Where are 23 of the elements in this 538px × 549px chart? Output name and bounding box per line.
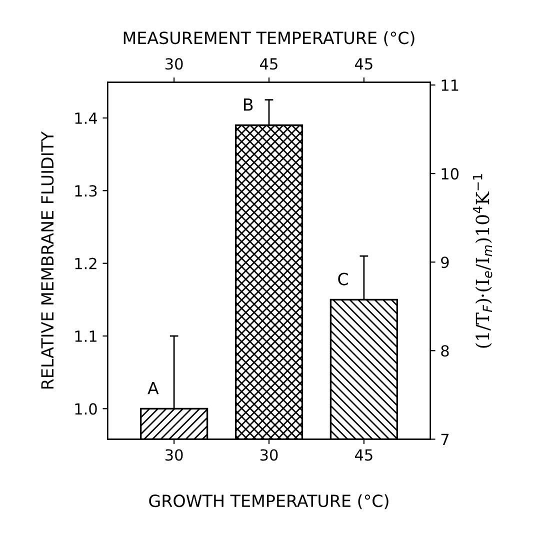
y-axis-title: RELATIVE MEMBRANE FLUIDITY [41, 131, 54, 389]
text: 45 [354, 58, 372, 70]
x2-axis-title: MEASUREMENT TEMPERATURE (°C) [124, 31, 414, 46]
y-tick-label: 1.0 [75, 403, 97, 415]
y2-tick-label: 11 [442, 80, 458, 91]
y2-tick-label: 8 [441, 345, 449, 357]
x-tick-label: 30 [260, 449, 278, 461]
y2-tick-label: 9 [441, 256, 449, 268]
y-tick-label: 1.4 [75, 112, 98, 124]
x-tick-label: 30 [166, 449, 183, 461]
data-label: B [244, 98, 253, 111]
y-tick-label: 1.2 [75, 258, 96, 270]
text: 30 [166, 58, 183, 70]
y2-tick-label: 7 [441, 434, 449, 446]
data-label: C [338, 272, 348, 286]
y-tick-label: 1.3 [75, 185, 97, 197]
y-tick-label: 1.1 [75, 330, 96, 342]
data-label: A [148, 382, 159, 394]
x-axis-title: GROWTH TEMPERATURE (°C) [149, 494, 388, 510]
text: (1/T$_{F}$)·(I$_{e}$/I$_{m}$)10$^{4}$K$^{−1}$ [472, 174, 492, 348]
y2-tick-label: 10 [442, 168, 459, 180]
text: 45 [260, 58, 278, 70]
x-tick-label: 45 [354, 449, 372, 461]
